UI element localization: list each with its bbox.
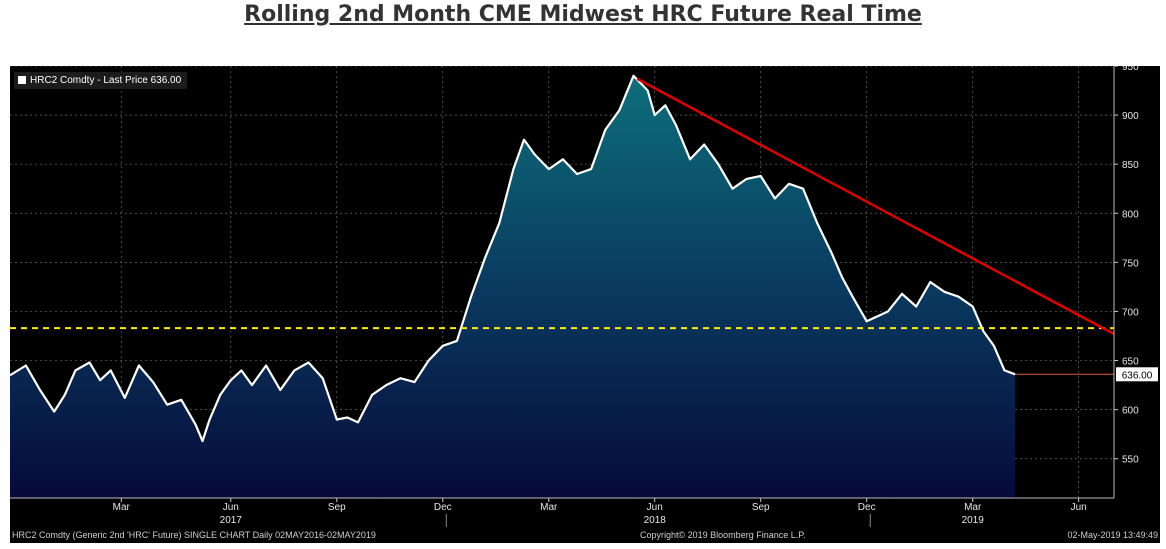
month-tick-label: Jun	[1071, 502, 1087, 513]
y-tick-label: 700	[1122, 307, 1139, 318]
year-label: 2018	[644, 515, 667, 526]
month-tick-label: Sep	[328, 502, 346, 513]
month-tick-label: Jun	[223, 502, 239, 513]
y-tick-label: 600	[1122, 406, 1139, 417]
y-tick-label: 800	[1122, 209, 1139, 220]
y-tick-label: 650	[1122, 357, 1139, 368]
month-tick-label: Jun	[647, 502, 663, 513]
price-area-fill	[10, 76, 1015, 498]
month-tick-label: Sep	[752, 502, 770, 513]
y-tick-label: 550	[1122, 455, 1139, 466]
chart-footer: HRC2 Comdty (Generic 2nd 'HRC' Future) S…	[10, 527, 1160, 543]
footer-copyright: Copyright© 2019 Bloomberg Finance L.P.	[640, 527, 806, 543]
year-label: 2017	[220, 515, 243, 526]
chart-legend: HRC2 Comdty - Last Price 636.00	[14, 72, 187, 89]
month-tick-label: Mar	[113, 502, 131, 513]
chart-title: Rolling 2nd Month CME Midwest HRC Future…	[0, 2, 1166, 27]
month-tick-label: Dec	[858, 502, 876, 513]
y-tick-label: 750	[1122, 258, 1139, 269]
legend-label: HRC2 Comdty - Last Price 636.00	[30, 75, 181, 86]
year-label: 2019	[962, 515, 985, 526]
footer-timestamp: 02-May-2019 13:49:49	[1067, 527, 1158, 543]
chart-svg: 550 600 650 700 750 800 850 900 950 Mar Jun Sep Dec M…	[10, 66, 1160, 527]
y-tick-label: 850	[1122, 160, 1139, 171]
month-tick-label: Mar	[964, 502, 982, 513]
y-tick-label: 900	[1122, 111, 1139, 122]
chart-area: 550 600 650 700 750 800 850 900 950 Mar Jun Sep Dec M…	[10, 66, 1160, 542]
month-tick-label: Dec	[434, 502, 452, 513]
legend-swatch	[18, 76, 26, 84]
y-tick-label: 950	[1122, 66, 1139, 73]
last-value-label: 636.00	[1122, 370, 1153, 381]
footer-left: HRC2 Comdty (Generic 2nd 'HRC' Future) S…	[12, 527, 376, 543]
month-tick-label: Mar	[540, 502, 558, 513]
